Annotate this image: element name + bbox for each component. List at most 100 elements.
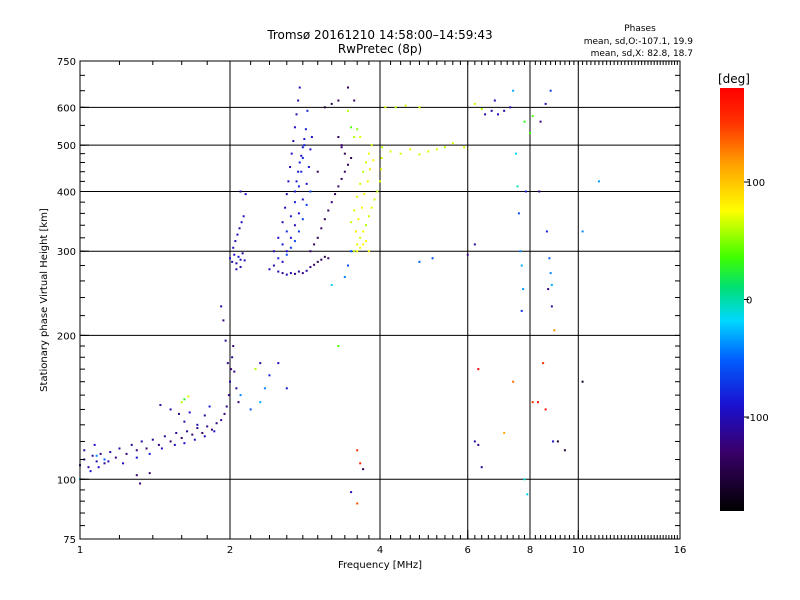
data-point — [323, 106, 326, 109]
data-point — [103, 462, 106, 465]
data-point — [365, 240, 368, 243]
data-point — [289, 215, 292, 218]
data-point — [240, 221, 243, 224]
data-point — [327, 209, 330, 212]
data-point — [359, 136, 362, 139]
data-point — [538, 190, 541, 193]
data-point — [236, 233, 239, 236]
data-point — [316, 260, 319, 263]
data-point — [354, 230, 357, 233]
data-point — [526, 493, 529, 496]
data-point — [135, 449, 138, 452]
data-point — [301, 218, 304, 221]
data-point — [384, 106, 387, 109]
data-point — [297, 99, 300, 102]
data-point — [316, 170, 319, 173]
data-point — [334, 193, 337, 196]
data-point — [233, 370, 236, 373]
data-point — [231, 356, 234, 359]
data-point — [366, 180, 369, 183]
data-point — [249, 408, 252, 411]
x-axis-label: Frequency [MHz] — [338, 560, 422, 571]
data-point — [340, 144, 343, 147]
data-point — [509, 106, 512, 109]
data-point — [503, 109, 506, 112]
data-point — [362, 243, 365, 246]
data-point — [263, 387, 266, 390]
data-point — [435, 148, 438, 151]
stats-o-mode: mean, sd,O:-107.1, 19.9 — [584, 37, 694, 47]
data-point — [297, 230, 300, 233]
data-point — [512, 89, 515, 92]
data-point — [337, 185, 340, 188]
y-tick-label: 600 — [57, 103, 76, 114]
data-point — [356, 128, 359, 131]
data-point — [173, 443, 176, 446]
data-point — [545, 230, 548, 233]
data-point — [367, 250, 370, 253]
data-point — [343, 275, 346, 278]
data-point — [316, 236, 319, 239]
data-point — [376, 190, 379, 193]
data-point — [484, 113, 487, 116]
data-point — [277, 257, 280, 260]
data-point — [477, 443, 480, 446]
data-point — [232, 246, 235, 249]
data-point — [547, 288, 550, 291]
data-point — [293, 190, 296, 193]
data-point — [277, 362, 280, 365]
data-point — [544, 102, 547, 105]
axis-ticks — [79, 60, 681, 540]
data-point — [169, 440, 172, 443]
data-point — [148, 472, 151, 475]
data-point — [300, 170, 303, 173]
data-point — [517, 212, 520, 215]
colorbar-tick-label: 0 — [746, 296, 752, 307]
data-point — [187, 395, 190, 398]
data-point — [293, 272, 296, 275]
data-point — [295, 113, 298, 116]
data-point — [350, 221, 353, 224]
data-point — [512, 380, 515, 383]
data-point — [151, 438, 154, 441]
data-point — [367, 215, 370, 218]
data-point — [114, 456, 117, 459]
data-point — [241, 252, 244, 255]
data-point — [363, 193, 366, 196]
data-point — [220, 305, 223, 308]
data-point — [389, 150, 392, 153]
data-point — [277, 236, 280, 239]
data-point — [148, 452, 151, 455]
data-point — [480, 108, 483, 111]
data-point — [418, 153, 421, 156]
data-point — [188, 411, 191, 414]
data-point — [180, 401, 183, 404]
data-point — [293, 240, 296, 243]
data-point — [157, 443, 160, 446]
data-point — [254, 368, 257, 371]
colorbar-tick-label: -100 — [746, 413, 769, 424]
data-point — [404, 104, 407, 107]
data-point — [549, 89, 552, 92]
data-point — [367, 152, 370, 155]
data-point — [477, 368, 480, 371]
data-point — [372, 159, 375, 162]
data-point — [320, 227, 323, 230]
colorbar-tick-label: 100 — [746, 178, 765, 189]
x-tick-label: 2 — [227, 545, 233, 556]
colorbar-label: [deg] — [718, 72, 750, 86]
data-point — [463, 146, 466, 149]
data-point — [563, 449, 566, 452]
data-point — [272, 250, 275, 253]
data-point — [362, 468, 365, 471]
data-point — [160, 447, 163, 450]
data-point — [305, 203, 308, 206]
data-point — [177, 412, 180, 415]
data-point — [531, 115, 534, 118]
data-point — [180, 436, 183, 439]
data-point — [289, 236, 292, 239]
data-point — [380, 157, 383, 160]
data-point — [244, 193, 247, 196]
data-point — [268, 374, 271, 377]
